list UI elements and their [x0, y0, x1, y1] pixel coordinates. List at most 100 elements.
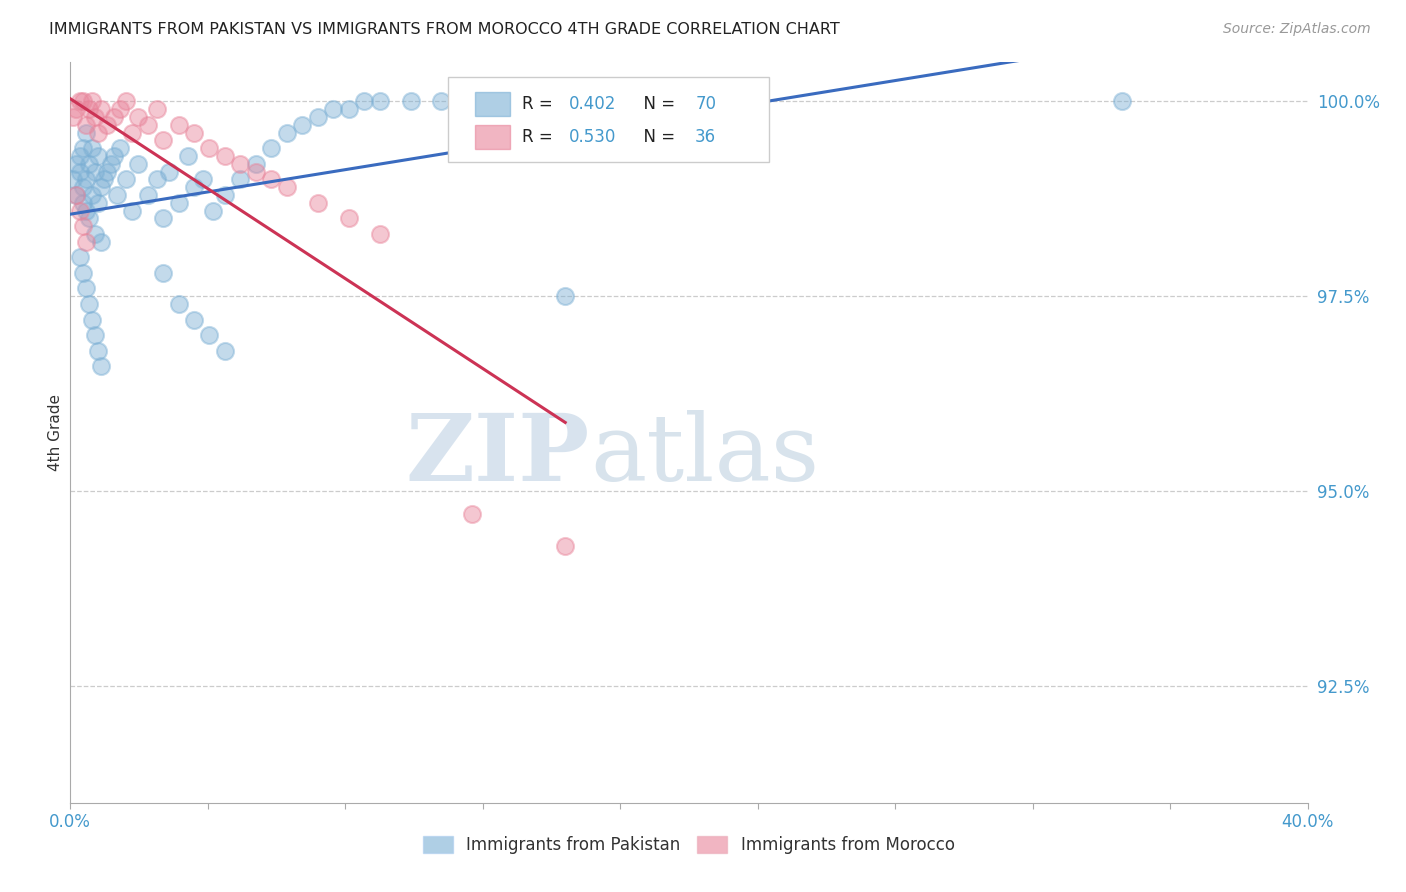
- Bar: [475, 92, 509, 116]
- Point: [90, 235, 112, 249]
- Point: [65, 157, 87, 171]
- Legend: Immigrants from Pakistan, Immigrants from Morocco: Immigrants from Pakistan, Immigrants fro…: [416, 830, 962, 861]
- Point: [72, 219, 94, 233]
- Point: [72, 95, 94, 109]
- Text: ZIP: ZIP: [406, 409, 591, 500]
- Point: [96, 164, 118, 178]
- Point: [523, 95, 546, 109]
- Point: [84, 110, 107, 124]
- Point: [75, 235, 97, 249]
- Point: [90, 102, 112, 116]
- Point: [136, 188, 159, 202]
- Point: [430, 95, 453, 109]
- Point: [69, 149, 91, 163]
- Point: [229, 172, 252, 186]
- Point: [87, 126, 110, 140]
- Point: [65, 188, 87, 202]
- Text: R =: R =: [522, 95, 558, 113]
- Point: [90, 180, 112, 194]
- FancyBboxPatch shape: [447, 78, 769, 162]
- Point: [183, 180, 205, 194]
- Point: [127, 157, 149, 171]
- Point: [585, 95, 607, 109]
- Point: [80, 95, 103, 109]
- Point: [75, 126, 97, 140]
- Point: [276, 126, 298, 140]
- Point: [77, 211, 100, 226]
- Point: [62, 110, 84, 124]
- Point: [201, 203, 224, 218]
- Text: 70: 70: [695, 95, 716, 113]
- Point: [167, 118, 190, 132]
- Point: [198, 328, 221, 343]
- Point: [368, 227, 391, 241]
- Point: [72, 266, 94, 280]
- Text: N =: N =: [633, 95, 681, 113]
- Point: [96, 118, 118, 132]
- Point: [183, 126, 205, 140]
- Point: [276, 180, 298, 194]
- Point: [152, 133, 174, 147]
- Point: [337, 211, 360, 226]
- Point: [80, 141, 103, 155]
- Point: [72, 195, 94, 210]
- Point: [69, 95, 91, 109]
- Point: [77, 102, 100, 116]
- Point: [167, 297, 190, 311]
- Text: N =: N =: [633, 128, 681, 146]
- Point: [322, 102, 344, 116]
- Point: [193, 172, 215, 186]
- Point: [84, 328, 107, 343]
- Bar: [475, 125, 509, 149]
- Point: [115, 172, 138, 186]
- Point: [198, 141, 221, 155]
- Point: [307, 195, 329, 210]
- Point: [80, 312, 103, 326]
- Point: [72, 180, 94, 194]
- Text: 0.530: 0.530: [569, 128, 616, 146]
- Point: [103, 149, 125, 163]
- Point: [136, 118, 159, 132]
- Point: [75, 118, 97, 132]
- Text: 0.402: 0.402: [569, 95, 616, 113]
- Text: atlas: atlas: [591, 409, 820, 500]
- Point: [461, 95, 484, 109]
- Point: [461, 508, 484, 522]
- Point: [80, 188, 103, 202]
- Point: [87, 149, 110, 163]
- Point: [353, 95, 375, 109]
- Point: [260, 172, 283, 186]
- Point: [554, 539, 576, 553]
- Point: [84, 164, 107, 178]
- Point: [260, 141, 283, 155]
- Point: [214, 188, 236, 202]
- Point: [75, 281, 97, 295]
- Point: [103, 110, 125, 124]
- Point: [167, 195, 190, 210]
- Point: [75, 203, 97, 218]
- Point: [146, 102, 169, 116]
- Point: [291, 118, 314, 132]
- Point: [75, 172, 97, 186]
- Text: Source: ZipAtlas.com: Source: ZipAtlas.com: [1223, 22, 1371, 37]
- Point: [65, 188, 87, 202]
- Point: [105, 188, 128, 202]
- Point: [121, 203, 143, 218]
- Point: [84, 227, 107, 241]
- Point: [152, 266, 174, 280]
- Point: [152, 211, 174, 226]
- Point: [62, 172, 84, 186]
- Point: [183, 312, 205, 326]
- Point: [368, 95, 391, 109]
- Point: [65, 102, 87, 116]
- Point: [146, 172, 169, 186]
- Point: [229, 157, 252, 171]
- Point: [115, 95, 138, 109]
- Text: IMMIGRANTS FROM PAKISTAN VS IMMIGRANTS FROM MOROCCO 4TH GRADE CORRELATION CHART: IMMIGRANTS FROM PAKISTAN VS IMMIGRANTS F…: [49, 22, 839, 37]
- Point: [87, 343, 110, 358]
- Point: [90, 359, 112, 374]
- Point: [337, 102, 360, 116]
- Point: [93, 172, 115, 186]
- Point: [69, 250, 91, 264]
- Point: [1111, 95, 1133, 109]
